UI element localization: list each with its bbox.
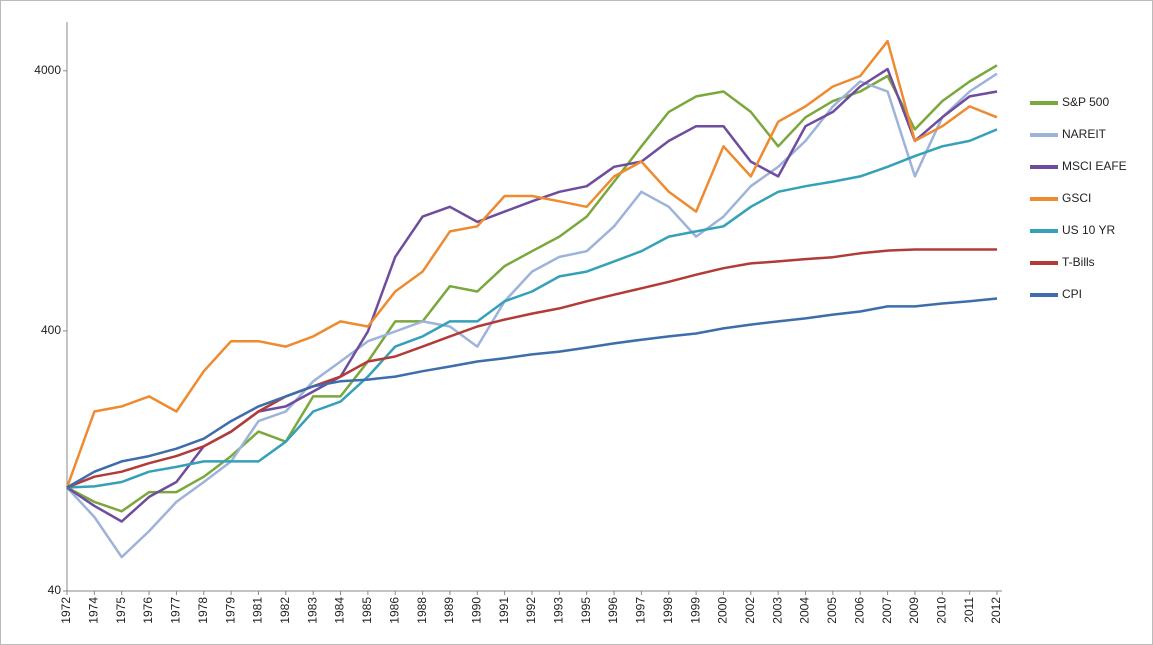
series-line [65,39,998,488]
x-tick-label: 1974 [87,597,101,624]
series-line [66,248,997,489]
x-tick-label: 1982 [278,597,292,624]
x-tick-label: 1992 [524,597,538,624]
x-tick-label: 1993 [552,597,566,624]
x-tick-label: 1998 [661,597,675,624]
x-tick-label: 2005 [825,597,839,624]
x-tick-label: 1991 [497,597,511,624]
x-tick-label: 1976 [141,597,155,624]
x-tick-label: 1996 [606,597,620,624]
y-tick-label: 400 [41,323,61,337]
x-tick-label: 1995 [579,597,593,624]
x-tick-label: 1990 [469,597,483,624]
x-tick-label: 1985 [360,597,374,624]
legend-label: GSCI [1062,191,1091,205]
legend-label: T-Bills [1062,255,1095,269]
x-tick-label: 1999 [688,597,702,624]
x-tick-label: 2006 [852,597,866,624]
legend-label: S&P 500 [1062,95,1109,109]
series-line [66,72,998,559]
x-tick-label: 2009 [907,597,921,624]
x-tick-label: 2010 [934,597,948,624]
y-tick-label: 4000 [34,63,61,77]
x-tick-label: 2002 [743,597,757,624]
x-tick-label: 1977 [169,597,183,624]
legend-label: MSCI EAFE [1062,159,1127,173]
x-tick-label: 2007 [880,597,894,624]
x-tick-label: 2003 [770,597,784,624]
series-line [66,297,998,489]
series-line [66,128,998,489]
x-tick-label: 1979 [223,597,237,624]
x-tick-label: 1986 [387,597,401,624]
x-tick-label: 1981 [251,597,265,624]
x-tick-label: 2000 [716,597,730,624]
x-tick-label: 1972 [59,597,73,624]
x-tick-label: 2004 [798,597,812,624]
x-tick-label: 1989 [442,597,456,624]
x-tick-label: 2012 [989,597,1003,624]
x-tick-label: 1978 [196,597,210,624]
x-tick-label: 1975 [114,597,128,624]
x-tick-label: 1988 [415,597,429,624]
y-tick-label: 40 [48,583,62,597]
x-tick-label: 1997 [634,597,648,624]
x-tick-label: 1983 [305,597,319,624]
legend-label: CPI [1062,287,1082,301]
x-tick-label: 1984 [333,597,347,624]
legend-label: NAREIT [1062,127,1107,141]
legend-label: US 10 YR [1062,223,1115,237]
x-tick-label: 2011 [962,597,976,623]
